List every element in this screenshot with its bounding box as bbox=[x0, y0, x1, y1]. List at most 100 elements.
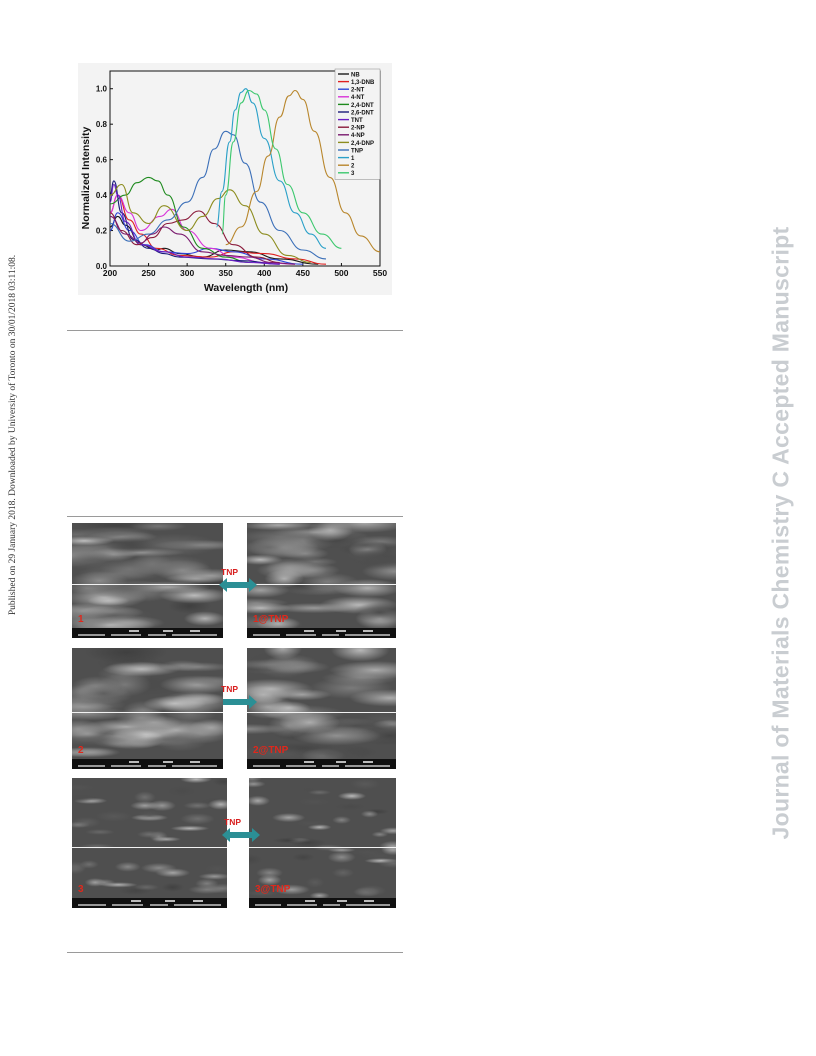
legend-label: TNP bbox=[351, 148, 363, 154]
sem-micrograph-texture bbox=[72, 648, 223, 759]
series-line-TNP bbox=[109, 130, 327, 260]
publication-note-text: Published on 29 January 2018. Downloaded… bbox=[8, 254, 18, 616]
sem-scale-marker bbox=[129, 630, 140, 632]
series-line-2-NT bbox=[109, 212, 303, 265]
sem-scale-marker bbox=[189, 761, 200, 763]
y-tick-label: 0.8 bbox=[96, 120, 108, 129]
sem-scale-marker bbox=[165, 900, 175, 902]
sem-micrograph-texture bbox=[72, 778, 227, 898]
legend-label: 2,4-DNT bbox=[351, 103, 374, 109]
legend-label: 1 bbox=[351, 156, 355, 162]
sem-scale-marker bbox=[337, 900, 348, 902]
chart-svg: 200 250 300 350 400 450 500 550 0.0 0.2 0.4 0.6 0.8 1… bbox=[80, 68, 387, 294]
chart-axes: 200 250 300 350 400 450 500 550 0.0 0.2 0.4 0.6 0.8 1… bbox=[96, 70, 387, 278]
legend-label: 2-NP bbox=[351, 126, 365, 132]
series-line-2,4-DNP bbox=[109, 183, 311, 264]
arrow-icon bbox=[222, 828, 260, 842]
arrow-icon bbox=[223, 695, 257, 709]
sem-scale-marker bbox=[130, 900, 141, 902]
y-tick-label: 0.2 bbox=[96, 227, 108, 236]
legend-label: 2,6-DNT bbox=[351, 110, 374, 116]
sem-scan-line bbox=[72, 712, 223, 713]
y-axis-label: Normalized Intensity bbox=[80, 127, 92, 230]
sem-scan-line bbox=[72, 584, 223, 585]
sem-scan-line bbox=[247, 712, 396, 713]
sem-info-text-smudge bbox=[322, 904, 341, 906]
arrow-label: TNP bbox=[221, 684, 238, 694]
sem-scale-marker bbox=[303, 630, 314, 632]
publication-note: Published on 29 January 2018. Downloaded… bbox=[2, 0, 24, 1056]
tnp-arrow: TNP bbox=[219, 567, 257, 594]
y-tick-label: 0.6 bbox=[96, 156, 108, 165]
sem-scan-line bbox=[249, 847, 396, 848]
sem-micrograph-texture bbox=[247, 648, 396, 759]
legend-label: 2,4-DNP bbox=[351, 141, 374, 147]
journal-watermark: Journal of Materials Chemistry C Accepte… bbox=[751, 0, 811, 1056]
sem-info-bar bbox=[249, 898, 396, 908]
series-line-1 bbox=[215, 88, 327, 249]
sem-scale-marker bbox=[363, 630, 374, 632]
legend-box bbox=[334, 68, 381, 180]
sem-info-text-smudge bbox=[171, 634, 217, 636]
sem-info-text-smudge bbox=[287, 904, 317, 906]
arrow-icon bbox=[219, 578, 257, 592]
sem-info-text-smudge bbox=[78, 765, 106, 767]
sem-info-text-smudge bbox=[149, 904, 169, 906]
sem-panel-2-tnp: 2@TNP bbox=[247, 648, 396, 769]
sem-scale-marker bbox=[162, 630, 173, 632]
arrow-label: TNP bbox=[221, 567, 238, 577]
sem-info-text-smudge bbox=[112, 904, 144, 906]
legend-label: 2-NT bbox=[351, 88, 365, 94]
series-line-4-NP bbox=[109, 215, 296, 265]
sem-scale-marker bbox=[162, 761, 173, 763]
sem-micrograph-texture bbox=[72, 523, 223, 628]
sem-panel-label: 2@TNP bbox=[253, 745, 289, 756]
chart-series bbox=[109, 88, 381, 265]
sem-micrograph-texture bbox=[247, 523, 396, 628]
sem-scan-line bbox=[247, 584, 396, 585]
sem-info-text-smudge bbox=[254, 904, 282, 906]
sem-scale-marker bbox=[303, 761, 314, 763]
sem-panel-label: 1@TNP bbox=[253, 614, 289, 625]
y-tick-label: 0.4 bbox=[96, 191, 108, 200]
sem-panel-1: 1 bbox=[72, 523, 223, 638]
series-line-2-NP bbox=[109, 210, 280, 264]
sem-info-text-smudge bbox=[147, 765, 166, 767]
sem-panel-label: 3 bbox=[78, 884, 84, 895]
x-tick-label: 550 bbox=[373, 268, 387, 278]
emission-spectra-chart: 200 250 300 350 400 450 500 550 0.0 0.2 0.4 0.6 0.8 1… bbox=[78, 63, 392, 295]
sem-panel-label: 2 bbox=[78, 745, 84, 756]
sem-info-text-smudge bbox=[285, 765, 316, 767]
sem-panel-2: 2 bbox=[72, 648, 223, 769]
sem-scale-marker bbox=[363, 900, 374, 902]
sem-info-text-smudge bbox=[321, 765, 340, 767]
sem-info-text-smudge bbox=[321, 634, 340, 636]
sem-scale-marker bbox=[192, 900, 203, 902]
sem-info-bar bbox=[247, 759, 396, 769]
legend-label: NB bbox=[351, 72, 360, 78]
x-tick-label: 500 bbox=[334, 268, 348, 278]
sem-panel-label: 1 bbox=[78, 614, 84, 625]
sem-scan-line bbox=[72, 847, 227, 848]
sem-panel-label: 3@TNP bbox=[255, 884, 291, 895]
sem-info-bar bbox=[72, 628, 223, 638]
legend-label: 2 bbox=[351, 164, 355, 170]
series-line-2 bbox=[225, 89, 381, 253]
sem-info-text-smudge bbox=[111, 634, 142, 636]
x-tick-label: 400 bbox=[257, 268, 271, 278]
x-tick-label: 250 bbox=[141, 268, 155, 278]
sem-scale-marker bbox=[363, 761, 374, 763]
divider-3 bbox=[67, 952, 403, 953]
x-axis-label: Wavelength (nm) bbox=[204, 282, 288, 294]
sem-info-text-smudge bbox=[171, 765, 217, 767]
sem-info-text-smudge bbox=[111, 765, 142, 767]
x-tick-label: 300 bbox=[180, 268, 194, 278]
sem-info-text-smudge bbox=[346, 904, 391, 906]
divider-2 bbox=[67, 516, 403, 517]
series-line-4-NT bbox=[109, 194, 296, 265]
sem-micrograph-texture bbox=[249, 778, 396, 898]
sem-info-text-smudge bbox=[345, 765, 391, 767]
y-tick-label: 1.0 bbox=[96, 85, 108, 94]
divider-1 bbox=[67, 330, 403, 331]
